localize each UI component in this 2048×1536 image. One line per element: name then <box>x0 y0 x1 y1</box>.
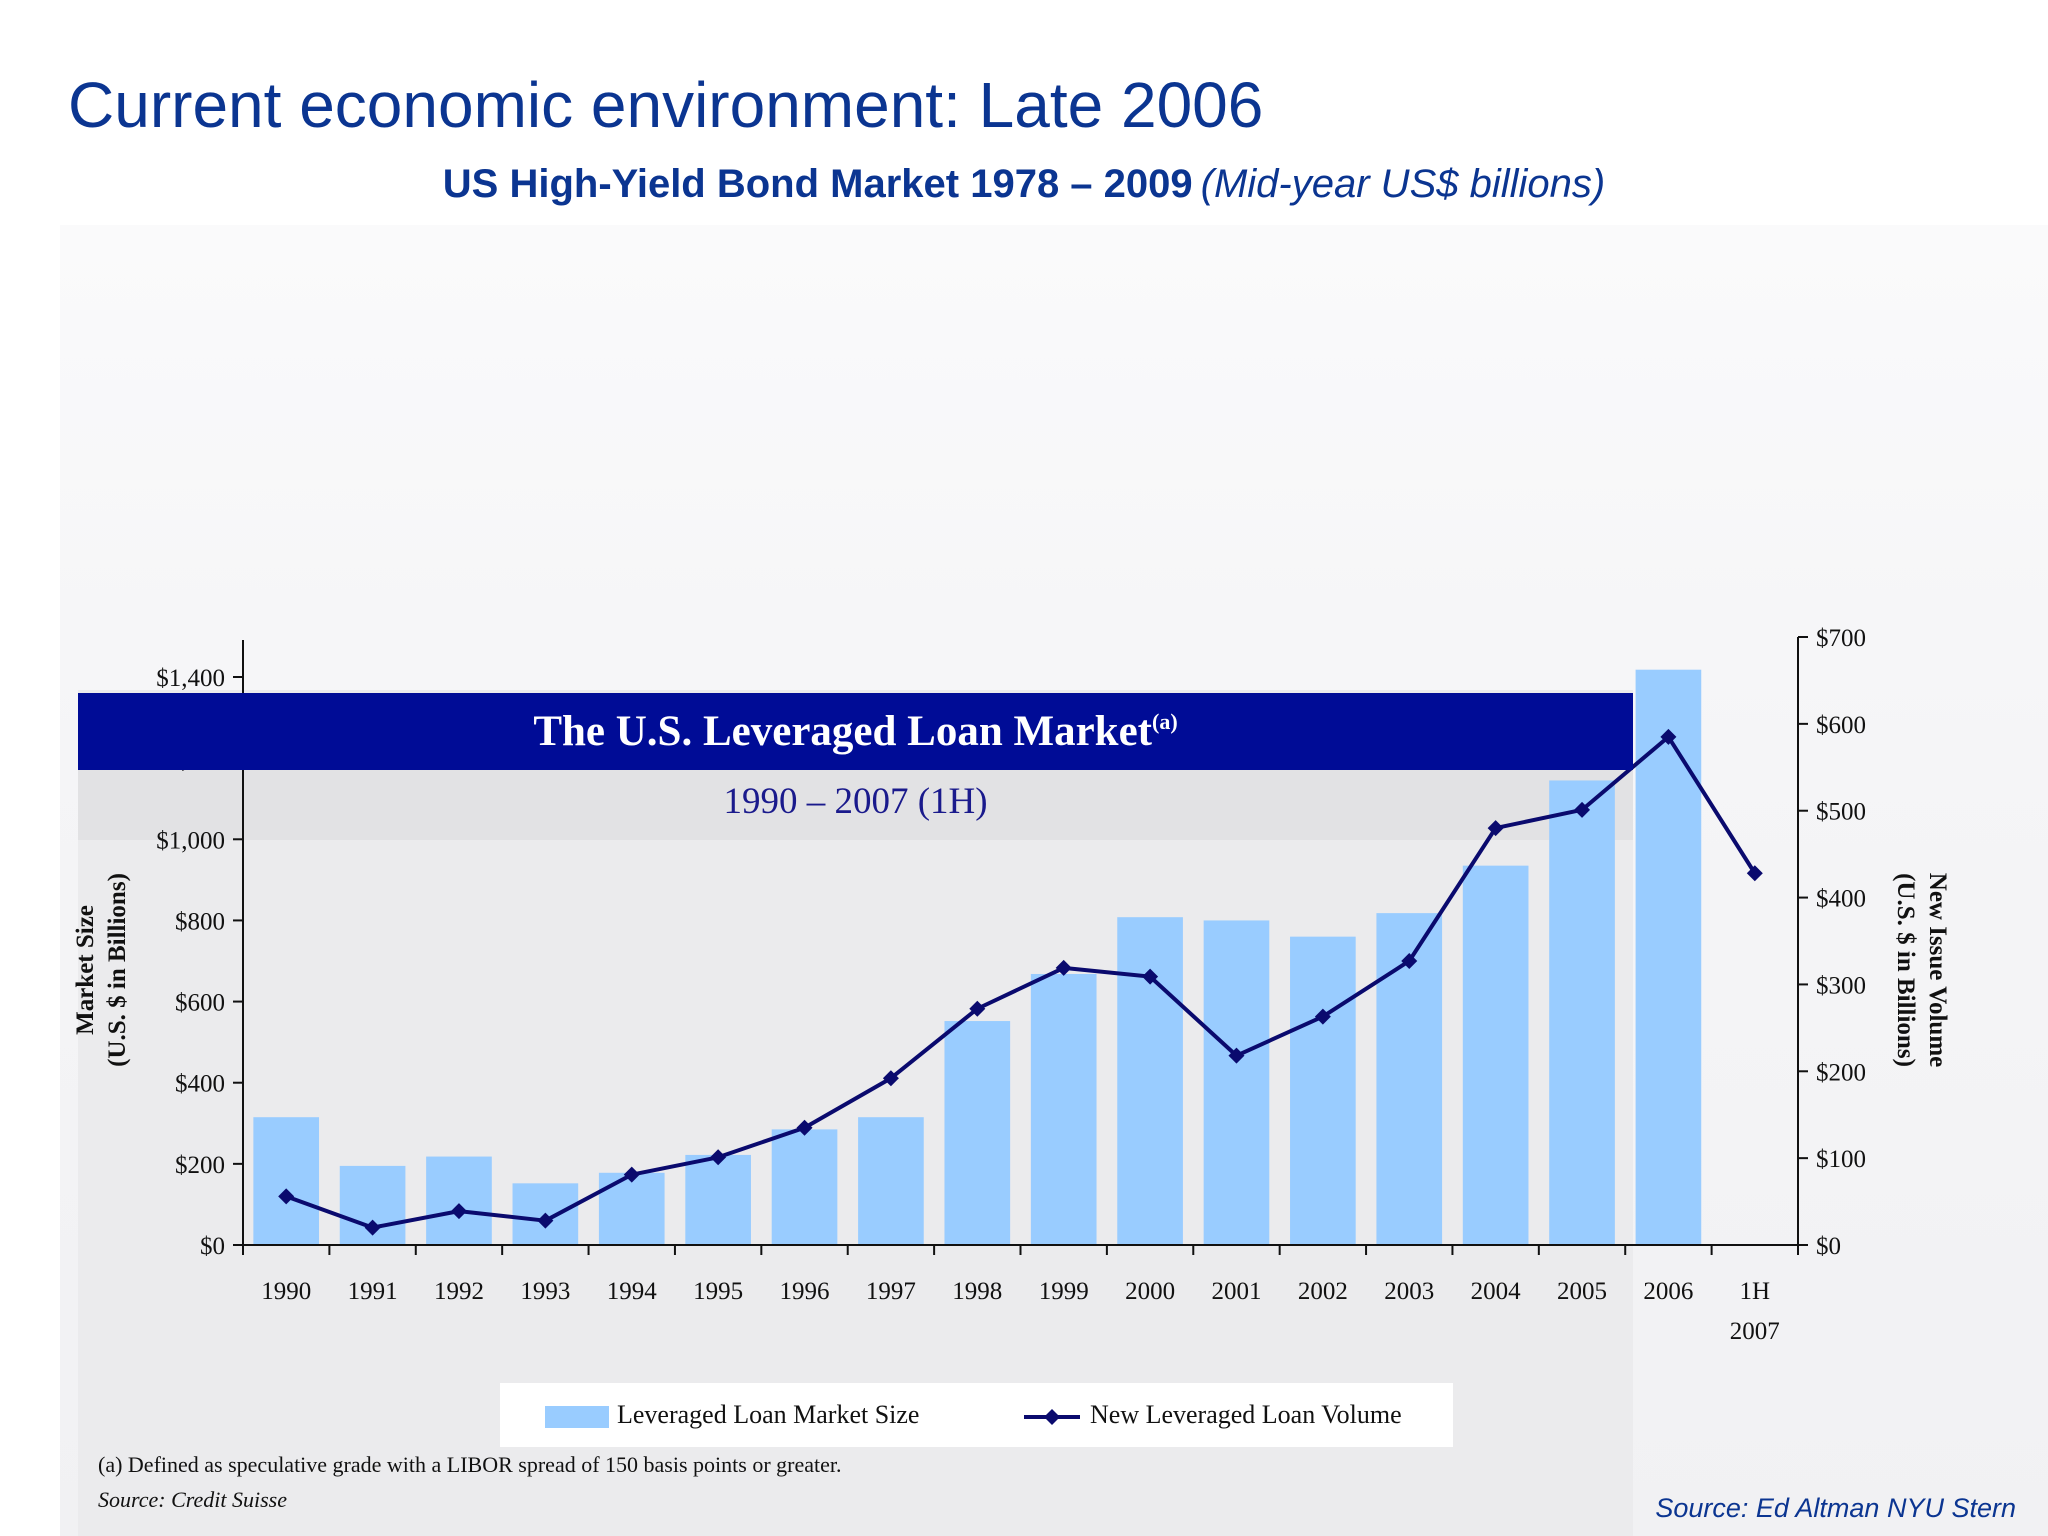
line-marker-loan-volume <box>1746 865 1763 882</box>
subtitle-note: (Mid-year US$ billions) <box>1200 162 1606 206</box>
source-note: Source: Credit Suisse <box>98 1487 288 1512</box>
line-marker-loan-volume <box>1055 959 1072 976</box>
right-axis-tick-label: $0 <box>1816 1233 1841 1260</box>
bar-market-size <box>1117 917 1183 1245</box>
x-axis-tick-label: 2000 <box>1125 1278 1175 1305</box>
line-marker-loan-volume <box>1487 820 1504 837</box>
right-axis-title-line: New Issue Volume <box>1924 873 1951 1067</box>
bar-market-size <box>1203 920 1270 1245</box>
banner-title: The U.S. Leveraged Loan Market <box>533 708 1152 755</box>
legend-item-market-size: Leveraged Loan Market Size <box>545 1383 919 1447</box>
chart-banner: The U.S. Leveraged Loan Market(a) <box>78 693 1633 770</box>
x-axis-tick-label: 2005 <box>1557 1278 1607 1305</box>
left-axis-tick-label: $800 <box>175 908 225 935</box>
bar-market-size <box>771 1129 838 1245</box>
x-axis-tick-label: 1996 <box>780 1278 830 1305</box>
x-axis-tick-label: 1999 <box>1039 1278 1089 1305</box>
x-axis-tick-label: 1990 <box>261 1278 311 1305</box>
line-marker-loan-volume <box>1142 968 1159 985</box>
left-axis-title: Market Size (U.S. $ in Billions) <box>72 873 131 1067</box>
line-marker-loan-volume <box>450 1203 467 1220</box>
line-marker-loan-volume <box>1660 728 1677 745</box>
x-axis-tick-label: 2003 <box>1384 1278 1434 1305</box>
legend-label-market-size: Leveraged Loan Market Size <box>617 1400 920 1429</box>
line-marker-loan-volume <box>882 1070 899 1087</box>
banner-superscript: (a) <box>1152 709 1178 734</box>
x-axis-tick-label: 2004 <box>1471 1278 1522 1305</box>
line-marker-loan-volume <box>278 1188 295 1205</box>
left-axis-tick-label: $0 <box>200 1233 225 1260</box>
banner-subband <box>78 770 1633 840</box>
right-axis-tick-label: $600 <box>1816 712 1866 739</box>
x-axis-tick-label: 1993 <box>520 1278 570 1305</box>
x-axis-tick-label: 1995 <box>693 1278 743 1305</box>
line-marker-loan-volume <box>623 1166 640 1183</box>
bar-market-size <box>426 1156 492 1245</box>
x-axis-tick-label: 2002 <box>1298 1278 1348 1305</box>
legend-swatch-bar <box>545 1406 609 1429</box>
bar-market-size <box>598 1172 665 1245</box>
chart-legend: Leveraged Loan Market Size New Leveraged… <box>500 1383 1453 1447</box>
right-axis-tick-label: $700 <box>1816 625 1866 652</box>
x-axis-tick-label: 1H <box>1740 1278 1771 1305</box>
left-axis-tick-label: $1,000 <box>156 827 225 854</box>
line-marker-loan-volume <box>710 1149 727 1166</box>
right-axis-tick-label: $500 <box>1816 799 1866 826</box>
left-axis-tick-label: $200 <box>175 1152 225 1179</box>
right-axis-tick-label: $400 <box>1816 886 1866 913</box>
legend-swatch-line <box>1024 1409 1080 1426</box>
left-axis-tick-label: $1,400 <box>156 665 225 692</box>
line-marker-loan-volume <box>364 1219 381 1236</box>
footnote: (a) Defined as speculative grade with a … <box>98 1452 842 1477</box>
legend-label-loan-volume: New Leveraged Loan Volume <box>1090 1400 1402 1429</box>
left-axis-title-line: (U.S. $ in Billions) <box>104 873 131 1067</box>
x-axis-tick-label: 1991 <box>348 1278 398 1305</box>
x-axis-tick-label: 1992 <box>434 1278 484 1305</box>
right-axis-title: New Issue Volume(U.S. $ in Billions) <box>1892 873 1951 1067</box>
bar-market-size <box>1549 780 1615 1245</box>
x-axis-tick-label: 2007 <box>1730 1318 1780 1345</box>
bar-market-size <box>1290 936 1356 1245</box>
bar-market-size <box>1462 865 1529 1245</box>
bar-market-size <box>1635 669 1702 1245</box>
legend-item-loan-volume: New Leveraged Loan Volume <box>1022 1383 1402 1447</box>
x-axis-tick-label: 1998 <box>952 1278 1002 1305</box>
line-marker-loan-volume <box>1314 1008 1331 1025</box>
line-marker-loan-volume <box>537 1212 554 1229</box>
line-marker-loan-volume <box>796 1119 813 1136</box>
line-marker-loan-volume <box>969 1000 986 1017</box>
right-axis-tick-label: $100 <box>1816 1146 1866 1173</box>
bar-market-size <box>1030 973 1097 1245</box>
right-axis-tick-label: $200 <box>1816 1059 1866 1086</box>
left-axis-title-line: Market Size <box>72 905 99 1035</box>
x-axis-tick-label: 1997 <box>866 1278 916 1305</box>
bar-market-size <box>253 1117 320 1245</box>
bar-market-size <box>858 1117 924 1245</box>
line-loan-volume <box>285 734 1757 1230</box>
banner-period: 1990 – 2007 (1H) <box>723 781 988 822</box>
right-axis-tick-label: $300 <box>1816 972 1866 999</box>
x-axis-tick-label: 1994 <box>607 1278 658 1305</box>
left-axis-tick-label: $600 <box>175 990 225 1017</box>
subtitle-main: US High-Yield Bond Market 1978 – 2009 <box>442 162 1193 206</box>
x-axis-tick-label: 2006 <box>1643 1278 1693 1305</box>
source-attribution: Source: Ed Altman NYU Stern <box>1655 1493 2016 1523</box>
line-marker-loan-volume <box>1228 1047 1245 1064</box>
line-marker-loan-volume <box>1401 952 1418 969</box>
slide-title: Current economic environment: Late 2006 <box>68 69 1264 141</box>
bar-market-size <box>944 1021 1011 1245</box>
right-axis-title-line: (U.S. $ in Billions) <box>1892 873 1919 1067</box>
bar-market-size <box>685 1154 751 1245</box>
x-axis-tick-label: 2001 <box>1211 1278 1261 1305</box>
left-axis-tick-label: $400 <box>175 1071 225 1098</box>
line-marker-loan-volume <box>1574 801 1591 818</box>
chart-subtitle: US High-Yield Bond Market 1978 – 2009 (Mi… <box>0 162 2048 207</box>
